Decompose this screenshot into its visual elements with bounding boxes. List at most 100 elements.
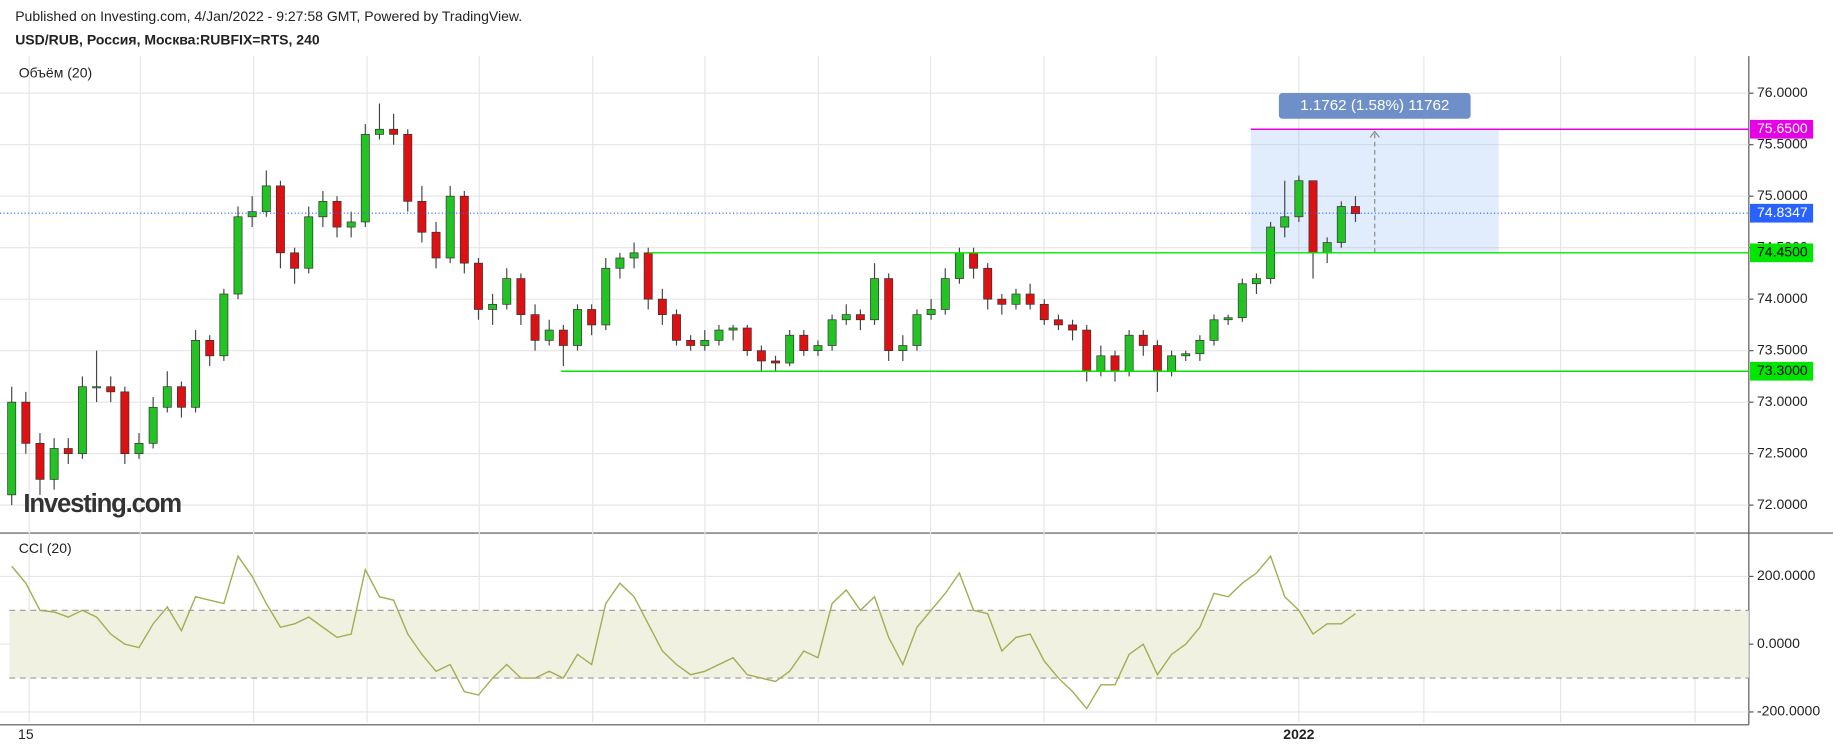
level-label: 74.4500 [1757, 244, 1808, 260]
candle-body [841, 314, 851, 321]
y-tick-label: 73.5000 [1757, 341, 1808, 357]
candle-body [162, 386, 172, 408]
candle-body [997, 298, 1007, 305]
candle-body [1068, 324, 1078, 331]
y-tick-label: 75.0000 [1757, 187, 1808, 203]
candle-body [926, 309, 936, 315]
candle-body [1181, 353, 1191, 357]
candle-body [1252, 278, 1261, 285]
candle-body [1308, 180, 1318, 254]
candle-body [459, 195, 469, 264]
candle-body [898, 345, 908, 352]
candle-body [1053, 319, 1063, 326]
candle-body [261, 185, 271, 212]
candle-body [657, 298, 667, 315]
candle-body [1322, 242, 1332, 254]
y-tick-label: 200.0000 [1757, 567, 1816, 583]
candle-body [474, 262, 483, 310]
candle-body [615, 257, 625, 269]
candle-body [247, 211, 257, 218]
candle-body [587, 309, 597, 326]
last-price-label: 74.8347 [1757, 204, 1808, 220]
candle-body [276, 185, 285, 254]
level-label-bg [1750, 361, 1814, 381]
candle-body [445, 195, 455, 259]
candle-body [431, 231, 441, 259]
candle-body [1237, 283, 1247, 319]
candle-body [954, 252, 964, 279]
candle-body [148, 406, 158, 444]
candle-body [1209, 319, 1219, 341]
candle-body [629, 252, 639, 259]
candle-body [35, 442, 45, 480]
candle-body [1011, 293, 1021, 305]
candle-body [530, 314, 540, 341]
candle-body [205, 340, 215, 357]
candle-body [1167, 355, 1177, 372]
candle-body [1152, 345, 1162, 372]
candle-body [983, 267, 993, 300]
candle-body [375, 128, 384, 135]
candle-body [855, 314, 865, 321]
candle-body [1025, 293, 1035, 305]
candle-body [403, 134, 413, 202]
level-label: 73.3000 [1757, 362, 1808, 378]
candle-body [21, 401, 31, 444]
candle-body [417, 200, 427, 233]
candle-body [1280, 216, 1290, 228]
candle-body [389, 128, 399, 135]
x-tick-label: 2022 [1283, 726, 1314, 742]
candle-body [134, 442, 144, 454]
y-tick-label: 75.5000 [1757, 135, 1808, 151]
candle-body [686, 340, 696, 346]
level-label: 75.6500 [1757, 120, 1808, 136]
candle-body [77, 386, 87, 454]
y-tick-label: 74.0000 [1757, 290, 1808, 306]
candle-body [1110, 355, 1120, 372]
measure-label: 1.1762 (1.58%) 11762 [1300, 97, 1449, 114]
symbol: USD/RUB, Россия, Москва:RUBFIX=RTS, 240 [15, 32, 320, 48]
published: Published on Investing.com, 4/Jan/2022 -… [15, 8, 522, 24]
candle-body [304, 216, 314, 269]
candle-body [728, 327, 738, 331]
candle-body [332, 200, 342, 228]
candle-body [290, 252, 300, 269]
candle-body [346, 221, 356, 228]
candle-body [318, 200, 328, 218]
candle-body [558, 329, 568, 346]
candle-body [191, 340, 201, 408]
y-tick-label: 72.0000 [1757, 496, 1808, 512]
plot: 72.000072.500073.000073.500074.000074.50… [0, 84, 1820, 742]
candle-body [7, 401, 17, 496]
candle-body [771, 360, 780, 364]
candle-body [799, 334, 809, 352]
candle-body [714, 329, 724, 341]
candle-body [1336, 206, 1346, 243]
candle-body [1124, 334, 1134, 372]
candle-body [912, 314, 922, 346]
logo: Investing.com [23, 490, 181, 518]
candle-body [92, 386, 102, 389]
candle-body [1351, 206, 1360, 215]
candle-body [940, 278, 950, 310]
candle-body [756, 350, 766, 362]
candle-body [700, 340, 710, 346]
y-tick-label: 76.0000 [1757, 84, 1808, 100]
candle-body [219, 293, 229, 357]
candle-body [360, 134, 370, 223]
measure-arrow-head [1369, 130, 1380, 138]
candle-body [1195, 340, 1205, 355]
candle-body [643, 252, 653, 300]
candle-body [1096, 355, 1106, 372]
measure-label-bg [1278, 93, 1471, 119]
candle-body [516, 278, 526, 315]
candle-body [827, 319, 837, 346]
candle-body [672, 314, 681, 341]
candle-body [601, 267, 611, 326]
level-label-bg [1750, 119, 1814, 139]
candle-body [120, 391, 130, 454]
cci-line [11, 554, 1356, 710]
candle-body [502, 278, 512, 305]
